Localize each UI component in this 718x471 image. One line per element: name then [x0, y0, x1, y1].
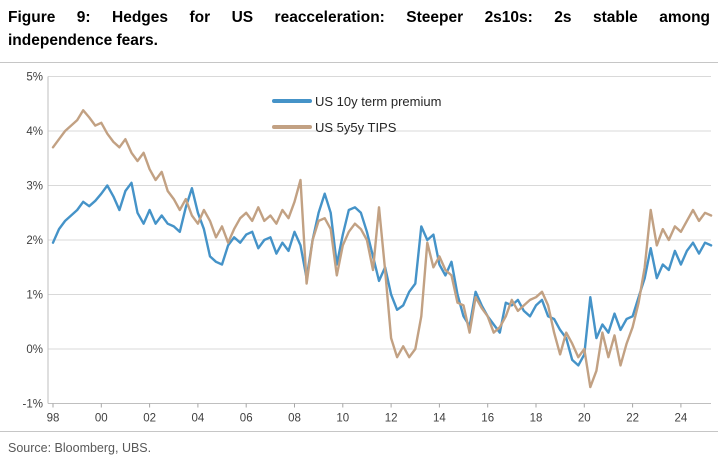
- y-axis-tick-label: -1%: [23, 399, 43, 411]
- legend-swatch-line-icon: [272, 99, 312, 103]
- x-axis-tick-label: 04: [192, 413, 205, 425]
- legend-item-us-10y-term-premium: US 10y term premium: [272, 88, 441, 114]
- y-axis-tick-label: 1%: [26, 290, 43, 302]
- legend-label: US 5y5y TIPS: [315, 119, 397, 135]
- figure-title-line1: Figure 9: Hedges for US reacceleration: …: [8, 9, 710, 26]
- x-axis-tick-label: 08: [288, 413, 301, 425]
- y-axis-tick-label: 3%: [26, 181, 43, 193]
- y-axis-tick-label: 2%: [26, 235, 43, 247]
- x-axis-tick-label: 22: [626, 413, 639, 425]
- series-line-us-10y-term-premium: [51, 181, 713, 367]
- x-axis-tick-label: 18: [530, 413, 543, 425]
- legend-swatch-line-icon: [272, 125, 312, 129]
- source-text: Source: Bloomberg, UBS.: [8, 441, 152, 455]
- chart-legend: US 10y term premium US 5y5y TIPS: [272, 88, 441, 140]
- x-axis-tick-label: 98: [47, 413, 60, 425]
- x-axis-tick-label: 20: [578, 413, 591, 425]
- y-axis-tick-label: 5%: [26, 72, 43, 84]
- source-divider: [0, 431, 718, 432]
- x-axis-tick-label: 24: [675, 413, 688, 425]
- title-divider: [0, 62, 718, 63]
- x-axis-tick-label: 16: [481, 413, 494, 425]
- y-axis-tick-label: 4%: [26, 126, 43, 138]
- series-line-us-5y5y-tips: [51, 109, 713, 389]
- figure-title-line2: independence fears.: [8, 32, 158, 49]
- legend-item-us-5y5y-tips: US 5y5y TIPS: [272, 114, 441, 140]
- x-axis-tick-label: 06: [240, 413, 253, 425]
- figure-title: Figure 9: Hedges for US reacceleration: …: [8, 6, 710, 52]
- x-axis-tick-label: 10: [336, 413, 349, 425]
- legend-label: US 10y term premium: [315, 93, 442, 109]
- x-axis-tick-label: 02: [143, 413, 156, 425]
- y-axis-tick-label: 0%: [26, 344, 43, 356]
- x-axis-tick-label: 14: [433, 413, 446, 425]
- x-axis-tick-label: 00: [95, 413, 108, 425]
- x-axis-tick-label: 12: [385, 413, 398, 425]
